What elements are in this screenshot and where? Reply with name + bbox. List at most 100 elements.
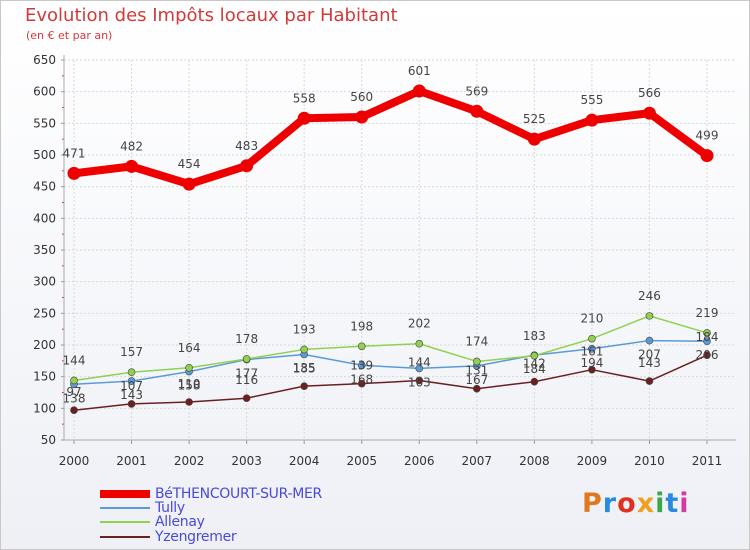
data-label-yzengremer: 110 xyxy=(178,377,201,391)
data-point-allenay xyxy=(357,342,366,351)
x-tick-label: 2002 xyxy=(174,454,205,468)
logo-letter: o xyxy=(617,488,637,519)
data-point-yzengremer xyxy=(415,376,424,385)
data-label-b-thencourt-sur-mer: 471 xyxy=(63,146,86,160)
data-label-tully: 194 xyxy=(580,356,603,370)
data-label-yzengremer: 161 xyxy=(580,345,603,359)
legend-swatch-tully xyxy=(100,507,150,509)
x-tick-label: 2010 xyxy=(634,454,665,468)
y-tick-label: 500 xyxy=(33,148,56,162)
data-point-b-thencourt-sur-mer xyxy=(297,111,311,125)
data-label-allenay: 157 xyxy=(120,345,143,359)
data-label-tully: 184 xyxy=(523,362,546,376)
y-tick-label: 50 xyxy=(41,433,56,447)
y-tick-label: 350 xyxy=(33,243,56,257)
data-label-allenay: 174 xyxy=(465,334,488,348)
data-point-yzengremer xyxy=(185,398,193,406)
logo-letter: t xyxy=(665,488,680,519)
data-label-yzengremer: 139 xyxy=(350,359,373,373)
y-tick-label: 550 xyxy=(33,116,56,130)
data-point-b-thencourt-sur-mer xyxy=(700,149,714,163)
data-point-b-thencourt-sur-mer xyxy=(182,177,196,191)
logo-letter: i xyxy=(655,488,666,519)
series-line-yzengremer xyxy=(73,354,708,411)
data-point-allenay xyxy=(588,334,596,343)
data-point-b-thencourt-sur-mer xyxy=(527,132,541,146)
legend-swatch-allenay xyxy=(100,521,150,523)
data-point-allenay xyxy=(473,357,481,366)
data-label-yzengremer: 97 xyxy=(66,385,81,399)
data-label-b-thencourt-sur-mer: 558 xyxy=(293,91,316,105)
data-label-yzengremer: 135 xyxy=(293,361,316,375)
data-point-b-thencourt-sur-mer xyxy=(585,113,599,127)
data-point-yzengremer xyxy=(645,377,654,385)
data-point-tully xyxy=(703,337,711,346)
x-tick-label: 2003 xyxy=(231,454,262,468)
legend-item-yzengremer: Yzengremer xyxy=(100,529,237,545)
series-layer xyxy=(67,84,714,415)
data-point-yzengremer xyxy=(357,379,366,388)
data-label-allenay: 219 xyxy=(696,306,719,320)
x-tick-label: 2009 xyxy=(577,454,608,468)
proxiti-logo: Proxiti xyxy=(582,488,690,519)
data-label-b-thencourt-sur-mer: 499 xyxy=(696,129,719,143)
data-point-b-thencourt-sur-mer xyxy=(240,159,254,173)
data-label-tully: 163 xyxy=(408,375,431,389)
y-tick-label: 250 xyxy=(33,306,56,320)
data-label-allenay: 198 xyxy=(350,319,373,333)
legend-item-allenay: Allenay xyxy=(100,514,205,530)
data-point-allenay xyxy=(300,345,308,354)
data-point-yzengremer xyxy=(530,377,539,386)
data-label-tully: 185 xyxy=(293,362,316,376)
data-label-yzengremer: 116 xyxy=(235,373,258,387)
chart-title: Evolution des Impôts locaux par Habitant xyxy=(25,5,398,26)
data-label-allenay: 210 xyxy=(580,312,603,326)
data-label-yzengremer: 107 xyxy=(120,379,143,393)
x-tick-label: 2004 xyxy=(289,454,320,468)
data-point-tully xyxy=(415,364,424,373)
data-label-tully: 138 xyxy=(63,391,86,405)
data-point-b-thencourt-sur-mer xyxy=(470,104,484,118)
data-point-b-thencourt-sur-mer xyxy=(67,166,81,180)
logo-letter: i xyxy=(679,488,690,519)
data-label-b-thencourt-sur-mer: 560 xyxy=(350,90,373,104)
y-tick-label: 100 xyxy=(33,401,56,415)
data-label-tully: 206 xyxy=(696,348,719,362)
logo-letter: P xyxy=(582,488,603,519)
data-label-tully: 158 xyxy=(178,379,201,393)
data-label-allenay: 202 xyxy=(408,317,431,331)
data-point-allenay xyxy=(645,312,654,320)
chart-axes: 50 100 150 200 250 300 350 400 450 500 550 600 650 20… xyxy=(33,53,736,468)
data-point-tully xyxy=(127,377,136,385)
x-tick-label: 2006 xyxy=(404,454,435,468)
data-label-allenay: 144 xyxy=(63,353,86,367)
data-labels-layer: 471 482 454 483 558 560 601 569 525 555 566 499 138 1… xyxy=(63,64,719,405)
legend-label-bethencourt: BéTHENCOURT-SUR-MER xyxy=(155,486,322,502)
data-label-b-thencourt-sur-mer: 555 xyxy=(580,93,603,107)
data-point-allenay xyxy=(415,339,424,348)
data-label-allenay: 178 xyxy=(235,332,258,346)
data-point-allenay xyxy=(185,363,193,372)
data-point-yzengremer xyxy=(703,351,711,359)
data-point-b-thencourt-sur-mer xyxy=(412,84,426,98)
y-tick-label: 450 xyxy=(33,180,56,194)
data-label-tully: 168 xyxy=(350,372,373,386)
y-tick-label: 650 xyxy=(33,53,56,67)
data-label-allenay: 183 xyxy=(523,329,546,343)
data-point-tully xyxy=(588,344,596,353)
data-label-b-thencourt-sur-mer: 601 xyxy=(408,64,431,78)
series-line-tully xyxy=(73,339,708,386)
data-label-yzengremer: 131 xyxy=(465,364,488,378)
data-point-yzengremer xyxy=(300,382,308,390)
data-point-allenay xyxy=(530,351,539,360)
data-label-allenay: 193 xyxy=(293,322,316,336)
y-tick-label: 400 xyxy=(33,211,56,225)
data-label-tully: 143 xyxy=(120,388,143,402)
x-tick-label: 2005 xyxy=(346,454,377,468)
data-point-b-thencourt-sur-mer xyxy=(125,159,139,173)
data-point-yzengremer xyxy=(70,406,78,415)
x-tick-label: 2011 xyxy=(692,454,723,468)
x-tick-label: 2007 xyxy=(462,454,493,468)
data-label-b-thencourt-sur-mer: 482 xyxy=(120,139,143,153)
